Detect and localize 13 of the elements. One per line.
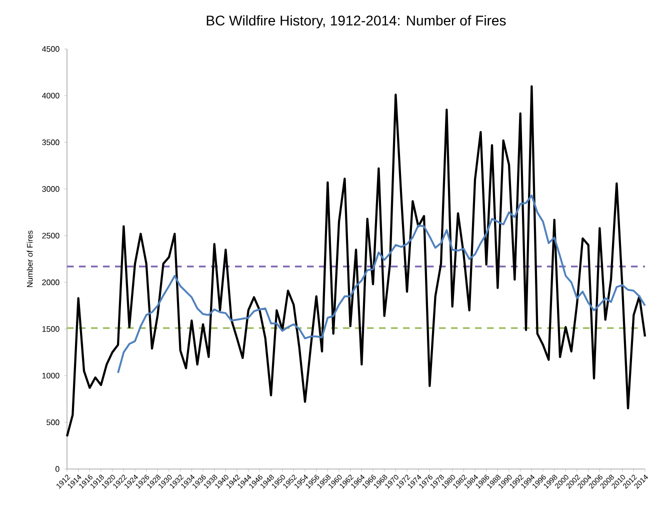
- line-series: [66, 85, 646, 438]
- y-tick-label: 2000: [42, 280, 60, 286]
- y-tick-label: 2500: [42, 232, 60, 239]
- y-tick-label: 500: [46, 420, 60, 426]
- y-tick-label: 4000: [42, 92, 60, 98]
- y-tick-label: 1500: [42, 326, 60, 332]
- y-tick-label: 1000: [42, 372, 60, 379]
- chart-title: BC Wildfire History, 1912-2014: Number of Fires: [206, 15, 506, 28]
- y-tick-label: 3000: [42, 186, 60, 192]
- y-axis-title: Number of Fires: [26, 230, 33, 288]
- y-tick-label: 0: [55, 466, 60, 472]
- y-tick-label: 4500: [42, 46, 60, 52]
- y-tick-label: 3500: [42, 140, 60, 146]
